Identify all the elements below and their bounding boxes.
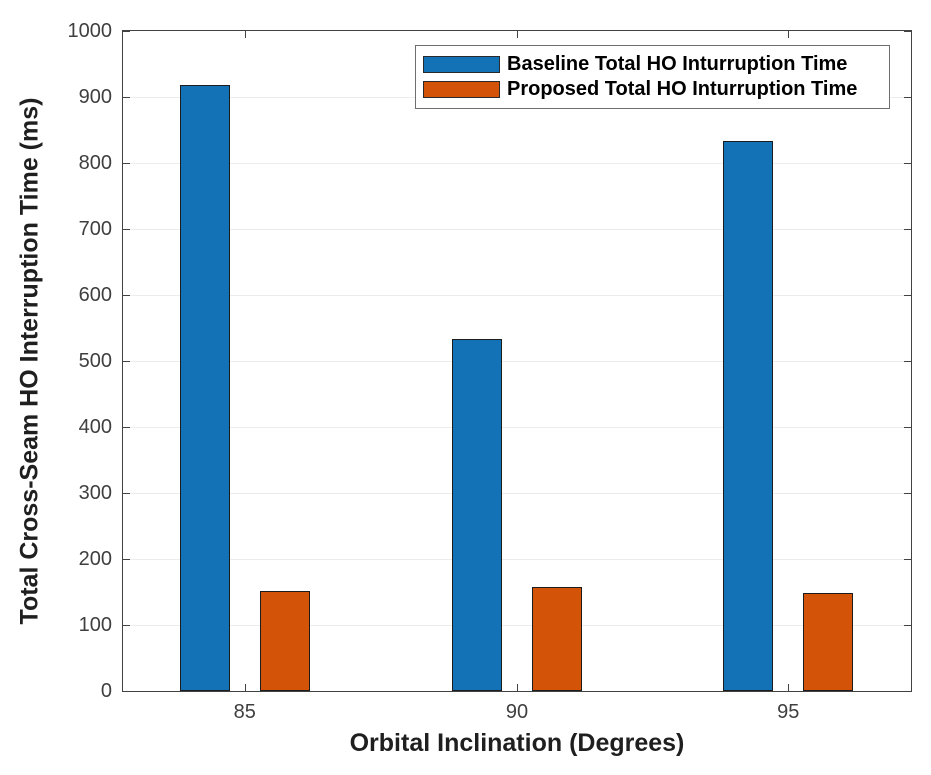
y-tick-right-200 (904, 559, 911, 560)
gridline-500 (123, 361, 911, 362)
bar-baseline-90 (452, 338, 502, 691)
bar-proposed-90 (532, 586, 582, 691)
y-tick-left-0 (123, 691, 130, 692)
y-tick-label-700: 700 (78, 218, 112, 240)
x-tick-bottom-90 (517, 684, 518, 691)
y-tick-label-900: 900 (78, 86, 112, 108)
y-tick-right-700 (904, 229, 911, 230)
y-tick-left-100 (123, 625, 130, 626)
plot-area (122, 30, 912, 692)
y-tick-left-200 (123, 559, 130, 560)
gridline-700 (123, 229, 911, 230)
y-tick-left-600 (123, 295, 130, 296)
legend-label-baseline: Baseline Total HO Inturruption Time (507, 53, 848, 75)
x-tick-top-90 (517, 31, 518, 38)
gridline-100 (123, 625, 911, 626)
x-tick-bottom-95 (788, 684, 790, 691)
y-tick-label-400: 400 (78, 416, 112, 438)
gridline-400 (123, 427, 911, 428)
x-tick-label-95: 95 (777, 701, 800, 723)
legend: Baseline Total HO Inturruption Time Propo… (415, 45, 890, 109)
gridline-300 (123, 493, 911, 494)
legend-item-baseline: Baseline Total HO Inturruption Time (423, 54, 879, 75)
bar-baseline-95 (723, 140, 774, 691)
y-tick-label-100: 100 (78, 614, 112, 636)
x-tick-bottom-85 (244, 684, 246, 691)
y-tick-right-900 (904, 97, 911, 98)
gridline-200 (123, 559, 911, 560)
legend-swatch-proposed (423, 81, 500, 98)
bar-baseline-85 (179, 85, 230, 691)
y-tick-left-800 (123, 163, 130, 164)
y-tick-right-600 (904, 295, 911, 296)
y-tick-right-0 (904, 691, 911, 692)
x-tick-label-85: 85 (233, 701, 256, 723)
x-tick-label-90: 90 (505, 701, 529, 723)
bar-proposed-85 (259, 591, 310, 691)
legend-label-proposed: Proposed Total HO Inturruption Time (507, 78, 858, 100)
y-tick-right-500 (904, 361, 911, 362)
y-tick-label-500: 500 (78, 350, 112, 372)
x-tick-top-95 (788, 31, 790, 38)
y-tick-label-800: 800 (78, 152, 112, 174)
y-tick-label-200: 200 (78, 548, 112, 570)
y-tick-left-300 (123, 493, 130, 494)
y-tick-label-1000: 1000 (67, 20, 113, 42)
y-tick-right-800 (904, 163, 911, 164)
bar-proposed-95 (803, 592, 854, 691)
y-tick-label-300: 300 (78, 482, 112, 504)
y-tick-left-400 (123, 427, 130, 428)
y-tick-label-600: 600 (78, 284, 112, 306)
legend-swatch-baseline (423, 56, 500, 73)
y-tick-label-0: 0 (100, 680, 112, 702)
x-axis-label: Orbital Inclination (Degrees) (349, 729, 685, 757)
y-tick-right-100 (904, 625, 911, 626)
y-tick-left-700 (123, 229, 130, 230)
y-tick-left-900 (123, 97, 130, 98)
y-tick-right-1000 (904, 31, 911, 32)
x-tick-top-85 (244, 31, 246, 38)
y-tick-left-500 (123, 361, 130, 362)
legend-item-proposed: Proposed Total HO Inturruption Time (423, 79, 879, 100)
gridline-800 (123, 163, 911, 164)
y-tick-right-300 (904, 493, 911, 494)
y-tick-right-400 (904, 427, 911, 428)
gridline-600 (123, 295, 911, 296)
y-tick-left-1000 (123, 31, 130, 32)
